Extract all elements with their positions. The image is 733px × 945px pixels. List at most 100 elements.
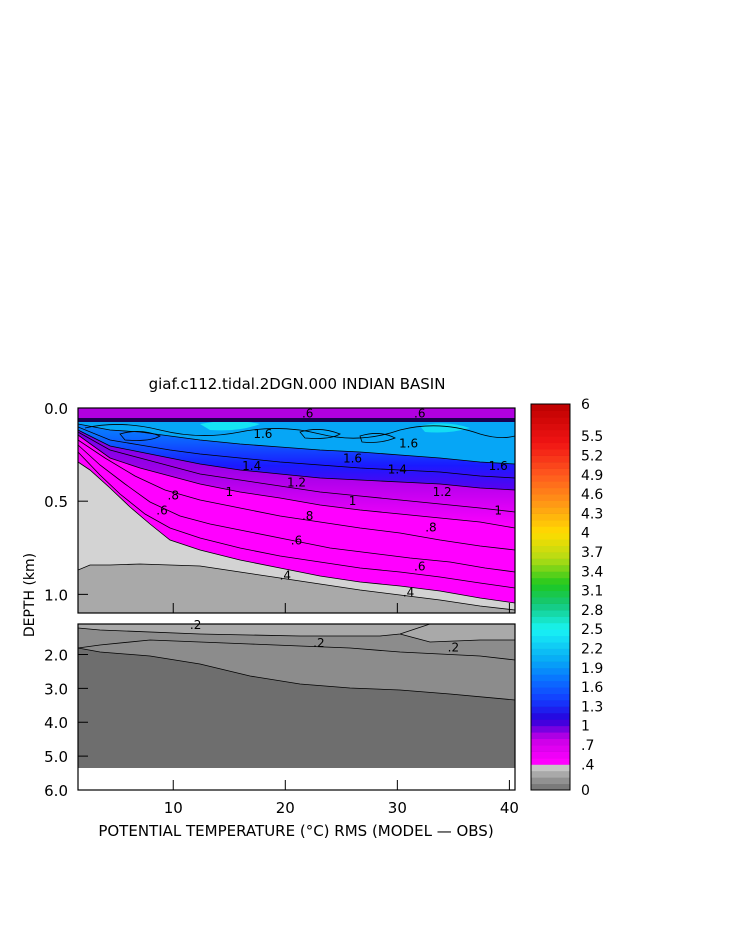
contour-label: .2 bbox=[190, 618, 201, 632]
contour-label: .8 bbox=[168, 489, 179, 503]
colorbar-label: .7 bbox=[581, 738, 594, 754]
colorbar-cell bbox=[531, 616, 570, 624]
contour-label: .6 bbox=[291, 533, 302, 547]
colorbar-cell bbox=[531, 687, 570, 694]
colorbar-cell bbox=[531, 590, 570, 598]
colorbar-cell bbox=[531, 558, 570, 566]
colorbar-cell bbox=[531, 706, 570, 714]
colorbar-cell bbox=[531, 764, 570, 772]
colorbar-cell bbox=[531, 642, 570, 649]
colorbar-label: .4 bbox=[581, 757, 594, 773]
colorbar-cell bbox=[531, 635, 570, 643]
colorbar-cell bbox=[531, 577, 570, 585]
x-tick-label: 40 bbox=[500, 799, 519, 817]
colorbar-label: 4.9 bbox=[581, 468, 603, 484]
colorbar-cell bbox=[531, 571, 570, 579]
colorbar-label: 4 bbox=[581, 526, 590, 542]
contour-label: 1.4 bbox=[242, 459, 261, 473]
colorbar-cell bbox=[531, 416, 570, 424]
colorbar-cell bbox=[531, 423, 570, 431]
colorbar-cell bbox=[531, 506, 570, 514]
colorbar-label: 6 bbox=[581, 397, 590, 413]
contour-label: 1.4 bbox=[388, 463, 407, 477]
lower-region-grey-mid bbox=[78, 624, 515, 642]
upper-contour-lines bbox=[78, 423, 515, 611]
colorbar-label: 5.2 bbox=[581, 448, 603, 464]
contour-label: 1.6 bbox=[399, 436, 418, 450]
colorbar-cell bbox=[531, 551, 570, 559]
contour-label: 1.6 bbox=[489, 459, 508, 473]
upper-surface-dark-line bbox=[78, 418, 515, 422]
colorbar-cell bbox=[531, 674, 570, 682]
y-tick-label: 2.0 bbox=[44, 646, 68, 664]
y-tick-label: 0.5 bbox=[44, 493, 68, 511]
y-tick-label: 4.0 bbox=[44, 714, 68, 732]
contour-label: 1 bbox=[225, 485, 233, 499]
colorbar-label: 2.2 bbox=[581, 641, 603, 657]
lower-region-grey-between bbox=[78, 640, 515, 700]
y-tick-label: 0.0 bbox=[44, 400, 68, 418]
colorbar-label: 0 bbox=[581, 783, 590, 799]
contour-label: 1.2 bbox=[287, 476, 306, 490]
contour-label: .4 bbox=[280, 569, 291, 583]
colorbar-cell bbox=[531, 629, 570, 637]
colorbar-cell bbox=[531, 603, 570, 611]
colorbar-cell bbox=[531, 494, 570, 501]
colorbar-cell bbox=[531, 442, 570, 450]
colorbar-cell bbox=[531, 500, 570, 508]
colorbar-cell bbox=[531, 539, 570, 547]
x-tick-label: 20 bbox=[276, 799, 295, 817]
colorbar-cell bbox=[531, 404, 570, 411]
lower-region-grey-darkest bbox=[78, 648, 515, 768]
colorbar-cell bbox=[531, 455, 570, 463]
colorbar-cell bbox=[531, 410, 570, 418]
contour-label: .8 bbox=[302, 509, 313, 523]
colorbar-cell bbox=[531, 661, 570, 669]
x-tick-label: 30 bbox=[388, 799, 407, 817]
lower-panel bbox=[78, 624, 515, 790]
contour-label: 1 bbox=[349, 494, 357, 508]
x-tick-label: 10 bbox=[164, 799, 183, 817]
colorbar-label: 1.9 bbox=[581, 661, 603, 677]
colorbar-label: 1.3 bbox=[581, 699, 603, 715]
colorbar-cell bbox=[531, 622, 570, 630]
contour-label: .6 bbox=[414, 407, 425, 421]
x-axis-label: POTENTIAL TEMPERATURE (°C) RMS (MODEL — … bbox=[98, 822, 493, 840]
colorbar-label: 3.1 bbox=[581, 584, 603, 600]
upper-panel bbox=[78, 408, 515, 613]
colorbar-cell bbox=[531, 526, 570, 534]
colorbar-cell bbox=[531, 725, 570, 733]
colorbar-cell bbox=[531, 667, 570, 675]
y-tick-label: 3.0 bbox=[44, 680, 68, 698]
colorbar-cell bbox=[531, 783, 570, 791]
colorbar-label: 4.3 bbox=[581, 506, 603, 522]
colorbar-cell bbox=[531, 751, 570, 759]
upper-panel-frame bbox=[77, 407, 516, 614]
lower-panel-frame bbox=[77, 623, 516, 791]
colorbar-cell bbox=[531, 487, 570, 495]
colorbar-cell bbox=[531, 436, 570, 444]
colorbar-cell bbox=[531, 584, 570, 592]
lower-contour-lines bbox=[78, 624, 515, 701]
contour-label: 1.6 bbox=[253, 427, 272, 441]
y-axis-label: DEPTH (km) bbox=[22, 553, 38, 637]
colorbar-cell bbox=[531, 680, 570, 688]
colorbar-label: 5.5 bbox=[581, 429, 603, 445]
colorbar-cell bbox=[531, 744, 570, 752]
colorbar-cell bbox=[531, 429, 570, 437]
contour-label: .6 bbox=[302, 407, 313, 421]
contour-label: .6 bbox=[156, 504, 167, 518]
colorbar-cell bbox=[531, 545, 570, 553]
contour-label: 1.2 bbox=[433, 485, 452, 499]
colorbar-cell bbox=[531, 532, 570, 540]
colorbar-label: 1 bbox=[581, 719, 590, 735]
colorbar-label: 3.4 bbox=[581, 564, 603, 580]
upper-region-cyan bbox=[200, 421, 260, 431]
colorbar-cell bbox=[531, 481, 570, 489]
colorbar-label: 2.8 bbox=[581, 603, 603, 619]
contour-label: .6 bbox=[414, 559, 425, 573]
contour-label: 1 bbox=[494, 504, 502, 518]
y-tick-label: 6.0 bbox=[44, 782, 68, 800]
colorbar-cell bbox=[531, 564, 570, 572]
